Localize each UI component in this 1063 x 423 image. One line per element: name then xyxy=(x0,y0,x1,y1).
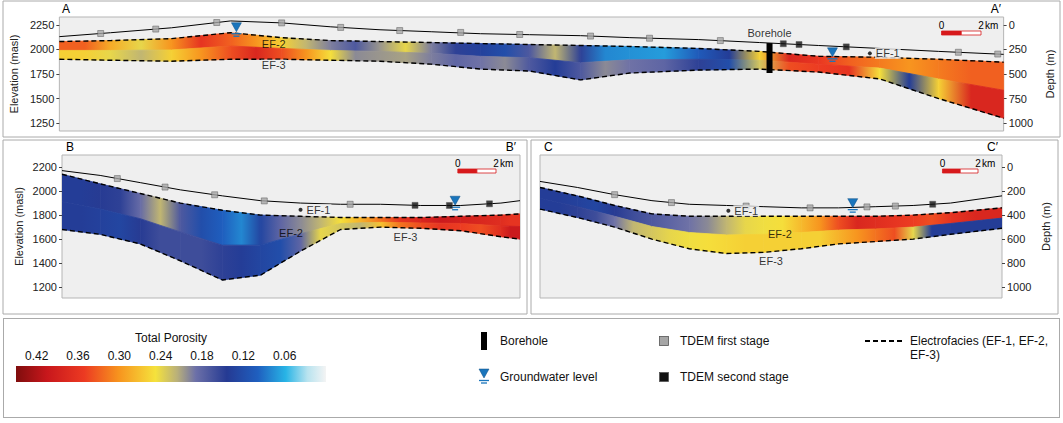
html-text:0.24: 0.24 xyxy=(149,349,173,363)
html-text:0.18: 0.18 xyxy=(190,349,214,363)
svg-text:C: C xyxy=(544,140,553,154)
svg-text:600: 600 xyxy=(1007,233,1025,245)
html-text:Total Porosity: Total Porosity xyxy=(135,331,207,345)
svg-text:EF-2: EF-2 xyxy=(768,228,792,240)
svg-text:0: 0 xyxy=(1009,19,1015,31)
svg-text:2: 2 xyxy=(493,158,499,169)
svg-text:B: B xyxy=(66,140,74,154)
svg-text:1800: 1800 xyxy=(33,209,57,221)
svg-text:1750: 1750 xyxy=(30,68,54,80)
svg-text:800: 800 xyxy=(1007,257,1025,269)
svg-text:EF-2: EF-2 xyxy=(279,227,303,239)
svg-text:Elevation (masl): Elevation (masl) xyxy=(8,35,20,114)
svg-text:EF-3: EF-3 xyxy=(262,59,286,71)
svg-text:2000: 2000 xyxy=(33,185,57,197)
svg-text:Depth (m): Depth (m) xyxy=(1044,50,1056,99)
svg-text:Borehole: Borehole xyxy=(748,27,792,39)
svg-text:1500: 1500 xyxy=(30,93,54,105)
svg-text:EF-1: EF-1 xyxy=(307,204,331,216)
svg-text:A′: A′ xyxy=(991,2,1002,16)
svg-text:0: 0 xyxy=(455,158,461,169)
html-text:0.30: 0.30 xyxy=(107,349,131,363)
svg-text:500: 500 xyxy=(1009,68,1027,80)
svg-text:2000: 2000 xyxy=(30,43,54,55)
svg-text:1000: 1000 xyxy=(1007,281,1031,293)
html-text:0.42: 0.42 xyxy=(25,349,49,363)
svg-text:1200: 1200 xyxy=(33,281,57,293)
svg-text:Depth (m): Depth (m) xyxy=(1040,202,1052,251)
svg-text:0: 0 xyxy=(940,158,946,169)
svg-text:EF-1: EF-1 xyxy=(734,205,758,217)
svg-text:1400: 1400 xyxy=(33,257,57,269)
html-text:Groundwater level: Groundwater level xyxy=(500,370,598,384)
svg-text:Elevation (masl): Elevation (masl) xyxy=(13,187,25,266)
svg-text:1600: 1600 xyxy=(33,233,57,245)
svg-text:1000: 1000 xyxy=(1009,117,1033,129)
svg-text:2: 2 xyxy=(975,158,981,169)
svg-text:0: 0 xyxy=(1007,161,1013,173)
html-text:TDEM first stage: TDEM first stage xyxy=(680,334,770,348)
svg-text:EF-3: EF-3 xyxy=(394,231,418,243)
svg-text:2250: 2250 xyxy=(30,19,54,31)
svg-text:0: 0 xyxy=(939,20,945,31)
svg-text:400: 400 xyxy=(1007,209,1025,221)
svg-text:B′: B′ xyxy=(506,140,517,154)
html-text:0.06: 0.06 xyxy=(273,349,297,363)
html-text:0.12: 0.12 xyxy=(231,349,255,363)
html-text:Electrofacies (EF-1, EF-2, EF-: Electrofacies (EF-1, EF-2, EF-3) xyxy=(910,334,1048,362)
svg-text:EF-2: EF-2 xyxy=(262,38,286,50)
svg-text:1250: 1250 xyxy=(30,117,54,129)
svg-text:250: 250 xyxy=(1009,43,1027,55)
html-text:Borehole: Borehole xyxy=(500,334,548,348)
svg-text:750: 750 xyxy=(1009,93,1027,105)
html-text:0.36: 0.36 xyxy=(66,349,90,363)
svg-text:km: km xyxy=(985,20,998,31)
svg-text:km: km xyxy=(982,158,995,169)
svg-text:A: A xyxy=(62,2,70,16)
svg-text:2200: 2200 xyxy=(33,161,57,173)
svg-text:200: 200 xyxy=(1007,185,1025,197)
svg-text:C′: C′ xyxy=(987,140,999,154)
svg-text:EF-3: EF-3 xyxy=(759,255,783,267)
html-text:TDEM second stage: TDEM second stage xyxy=(680,370,789,384)
svg-text:2: 2 xyxy=(978,20,984,31)
svg-text:km: km xyxy=(500,158,513,169)
svg-text:EF-1: EF-1 xyxy=(876,47,900,59)
